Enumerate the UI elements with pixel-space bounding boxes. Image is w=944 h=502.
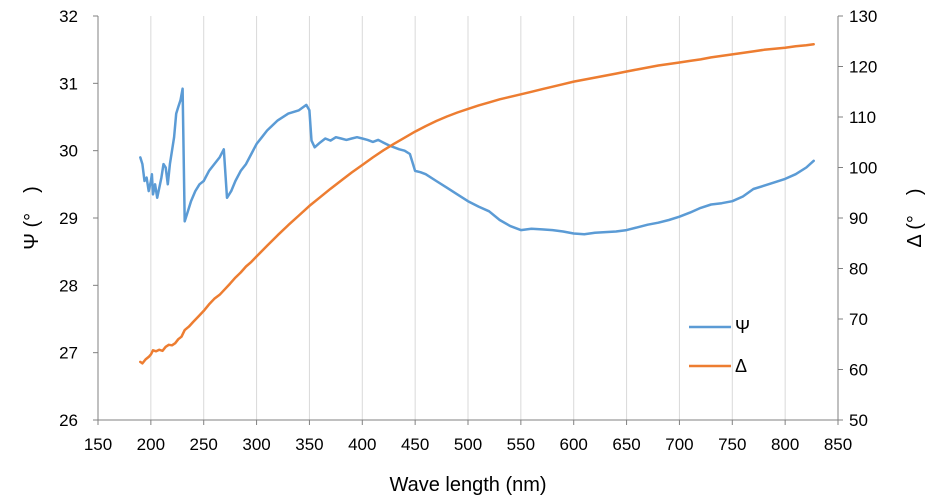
x-tick-label: 750: [718, 435, 746, 454]
x-tick-label: 800: [771, 435, 799, 454]
left-y-axis-title: Ψ (° ): [21, 186, 43, 250]
psi-series-line: [139, 87, 815, 236]
left-y-tick-label: 29: [59, 209, 78, 228]
right-y-tick-label: 70: [849, 310, 868, 329]
right-y-axis-ticks: 50 60 70 80 90 100 110 120 130: [838, 7, 877, 430]
right-y-tick-label: 120: [849, 58, 877, 77]
x-tick-label: 700: [665, 435, 693, 454]
x-tick-label: 650: [612, 435, 640, 454]
left-y-tick-label: 30: [59, 142, 78, 161]
legend-label-psi: Ψ: [735, 317, 750, 337]
x-axis-title: Wave length (nm): [389, 474, 546, 496]
right-y-tick-label: 50: [849, 411, 868, 430]
delta-series-line: [139, 43, 815, 365]
legend-label-delta: Δ: [735, 356, 747, 376]
x-tick-label: 150: [84, 435, 112, 454]
series-lines: [139, 43, 815, 365]
left-y-axis-ticks: 26 27 28 29 30 31 32: [59, 7, 98, 430]
x-tick-label: 500: [454, 435, 482, 454]
right-y-tick-label: 60: [849, 361, 868, 380]
x-tick-label: 600: [560, 435, 588, 454]
x-tick-label: 400: [348, 435, 376, 454]
vertical-gridlines: [150, 16, 786, 420]
legend: Ψ Δ: [689, 317, 750, 376]
x-tick-label: 550: [507, 435, 535, 454]
left-y-tick-label: 31: [59, 74, 78, 93]
x-tick-label: 300: [242, 435, 270, 454]
x-tick-label: 200: [137, 435, 165, 454]
x-tick-label: 250: [190, 435, 218, 454]
left-y-tick-label: 28: [59, 276, 78, 295]
right-y-axis-title: Δ (° ): [904, 188, 926, 247]
right-y-tick-label: 110: [849, 108, 876, 127]
right-y-tick-label: 130: [849, 7, 877, 26]
right-y-tick-label: 80: [849, 260, 868, 279]
x-tick-label: 450: [401, 435, 429, 454]
x-axis-ticks: 150 200 250 300 350 400 450 500 550 600 650 700 750 8…: [84, 420, 852, 454]
right-y-tick-label: 100: [849, 159, 877, 178]
x-tick-label: 350: [295, 435, 323, 454]
left-y-tick-label: 26: [59, 411, 78, 430]
left-y-tick-label: 27: [59, 344, 78, 363]
x-tick-label: 850: [824, 435, 852, 454]
right-y-tick-label: 90: [849, 209, 868, 228]
left-y-tick-label: 32: [59, 7, 78, 26]
